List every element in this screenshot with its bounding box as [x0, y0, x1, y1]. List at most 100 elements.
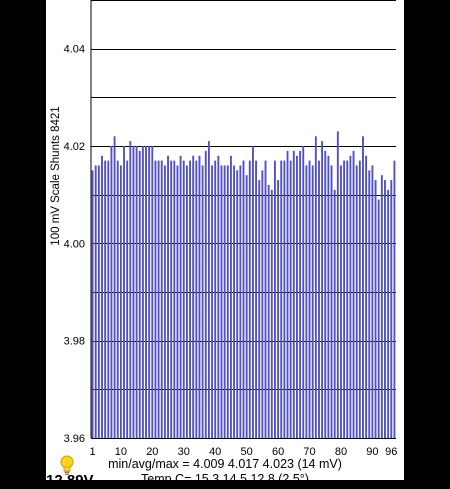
- bar: [365, 155, 368, 438]
- bar: [352, 150, 355, 438]
- bar: [258, 180, 261, 439]
- bar: [226, 165, 229, 438]
- bar: [384, 180, 386, 439]
- lightbulb-icon[interactable]: [59, 455, 75, 477]
- bar: [355, 165, 358, 438]
- bar: [390, 180, 393, 439]
- bar: [97, 165, 100, 438]
- bar: [229, 155, 232, 438]
- battery-voltage: 12.89V: [46, 472, 94, 489]
- bar: [251, 146, 254, 438]
- bar: [170, 160, 173, 438]
- bar: [336, 131, 339, 438]
- x-tick-label: 10: [115, 446, 127, 458]
- chart-panel: 4.04 4.02 4.00 3.98 3.96 1 10 20 30 40 50 60 70 80 90 9…: [46, 0, 404, 480]
- bar: [324, 150, 327, 438]
- bar: [292, 150, 295, 438]
- y-tick-label: 4.02: [64, 141, 85, 153]
- bar: [236, 170, 239, 439]
- bar: [280, 160, 283, 438]
- bar: [330, 165, 333, 438]
- bar: [261, 170, 264, 439]
- bar: [116, 160, 119, 438]
- bar: [308, 160, 311, 438]
- y-axis-label: 100 mV Scale Shunts 8421: [50, 106, 62, 245]
- bar: [343, 160, 346, 438]
- bar: [107, 160, 110, 438]
- x-tick-label: 70: [303, 446, 315, 458]
- bar: [207, 141, 210, 438]
- bar: [274, 160, 276, 438]
- bar-chart: 4.04 4.02 4.00 3.98 3.96 1 10 20 30 40 50 60 70 80 90 9…: [50, 0, 397, 458]
- bar: [305, 165, 308, 438]
- bar: [157, 160, 160, 438]
- bar: [333, 189, 336, 438]
- bar: [211, 165, 213, 438]
- bar: [110, 146, 113, 438]
- bar: [173, 160, 176, 438]
- x-tick-label: 20: [146, 446, 158, 458]
- bar: [217, 155, 220, 438]
- bar: [371, 165, 374, 438]
- bar: [126, 160, 129, 438]
- bar: [104, 160, 107, 438]
- bar: [160, 160, 163, 438]
- bar: [145, 146, 147, 438]
- bar: [179, 155, 182, 438]
- bar: [185, 165, 188, 438]
- bar: [314, 136, 317, 438]
- bar: [289, 160, 292, 438]
- bar: [302, 146, 305, 438]
- bar: [255, 160, 258, 438]
- bar: [123, 146, 125, 438]
- bar: [264, 160, 267, 438]
- bar: [148, 146, 151, 438]
- bar: [176, 165, 179, 438]
- bar: [198, 155, 201, 438]
- bar: [94, 165, 97, 438]
- x-tick-label: 80: [335, 446, 347, 458]
- x-tick-label: 60: [272, 446, 284, 458]
- bar: [245, 175, 248, 438]
- bar: [101, 155, 103, 438]
- bar: [380, 175, 383, 438]
- x-tick-label: 90: [366, 446, 378, 458]
- bar: [195, 160, 198, 438]
- bar: [233, 165, 236, 438]
- bar: [141, 146, 144, 438]
- bar: [349, 155, 352, 438]
- bar: [138, 150, 141, 438]
- bar: [248, 160, 251, 438]
- bar: [362, 136, 364, 438]
- bar: [277, 180, 280, 439]
- bar: [387, 189, 390, 438]
- x-tick-label: 40: [209, 446, 221, 458]
- temperature-readout: Temp C= 15.3 14.5 12.8 (2.5°): [141, 472, 309, 480]
- bar: [204, 150, 207, 438]
- y-tick-label: 3.96: [64, 433, 85, 445]
- bar: [377, 199, 380, 438]
- bar: [299, 150, 302, 438]
- bar: [135, 146, 138, 438]
- bar: [267, 184, 270, 438]
- x-tick-label: 1: [90, 446, 96, 458]
- bar: [201, 165, 204, 438]
- x-tick-label: 50: [241, 446, 253, 458]
- bar: [223, 165, 226, 438]
- bar: [239, 165, 242, 438]
- bar: [132, 146, 135, 438]
- bar: [91, 170, 94, 439]
- bar: [189, 160, 191, 438]
- y-tick-label: 3.98: [64, 336, 85, 348]
- bar: [192, 155, 195, 438]
- bar: [311, 165, 314, 438]
- bar: [220, 165, 223, 438]
- bar: [151, 146, 154, 438]
- stats-summary: min/avg/max = 4.009 4.017 4.023 (14 mV): [108, 457, 342, 471]
- y-tick-label: 4.04: [64, 44, 85, 56]
- x-tick-label: 30: [178, 446, 190, 458]
- y-tick-label: 4.00: [64, 238, 85, 250]
- bar: [119, 165, 122, 438]
- x-tick-label: 96: [385, 446, 397, 458]
- bar: [167, 155, 169, 438]
